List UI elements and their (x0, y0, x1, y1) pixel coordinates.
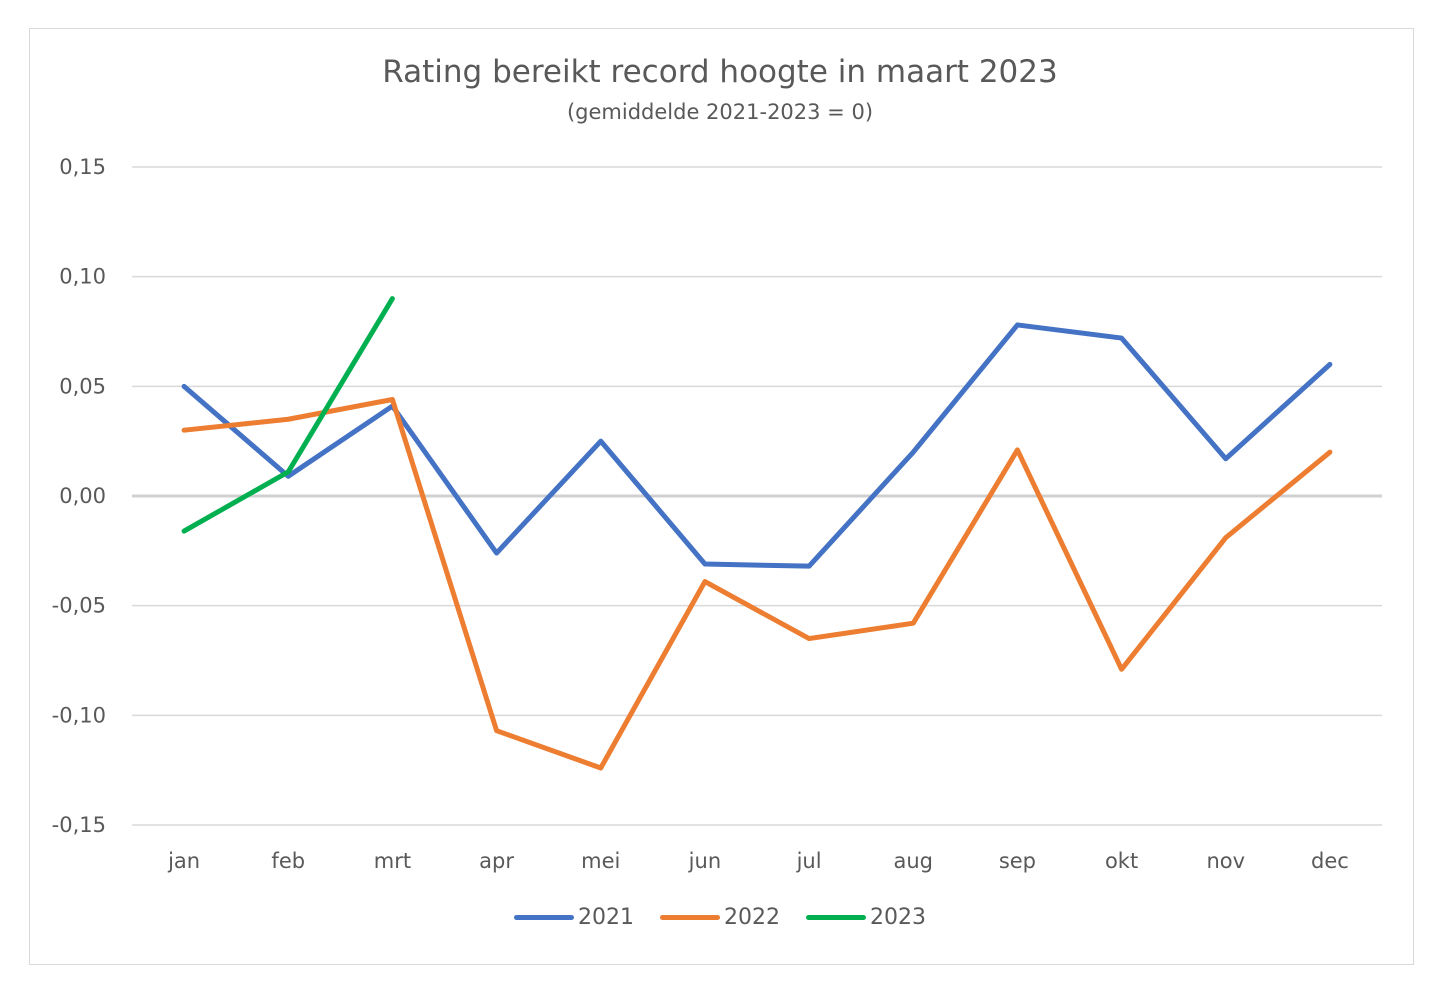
y-tick-label: -0,15 (52, 813, 106, 837)
legend-swatch (660, 915, 720, 920)
legend-label: 2022 (724, 905, 780, 930)
x-tick-label: sep (999, 849, 1036, 873)
y-tick-label: 0,15 (59, 155, 106, 179)
legend-item-2023: 2023 (806, 905, 926, 930)
legend-item-2021: 2021 (514, 905, 634, 930)
legend-label: 2023 (870, 905, 926, 930)
x-tick-label: jun (688, 849, 721, 873)
x-tick-label: mrt (374, 849, 411, 873)
legend-item-2022: 2022 (660, 905, 780, 930)
x-tick-label: dec (1311, 849, 1349, 873)
y-tick-label: -0,10 (52, 703, 106, 727)
x-tick-label: mei (581, 849, 620, 873)
chart-title: Rating bereikt record hoogte in maart 20… (382, 54, 1058, 90)
chart-legend: 2021 2022 2023 (0, 905, 1440, 930)
x-tick-label: feb (271, 849, 305, 873)
x-tick-label: okt (1105, 849, 1138, 873)
y-tick-label: 0,10 (59, 265, 106, 289)
legend-swatch (806, 915, 866, 920)
legend-swatch (514, 915, 574, 920)
x-tick-label: aug (893, 849, 933, 873)
series-line-2021 (181, 322, 1333, 569)
y-tick-label: 0,00 (59, 484, 106, 508)
y-tick-label: 0,05 (59, 374, 106, 398)
x-tick-label: nov (1206, 849, 1245, 873)
x-tick-label: apr (479, 849, 514, 873)
legend-label: 2021 (578, 905, 634, 930)
chart-subtitle: (gemiddelde 2021-2023 = 0) (566, 100, 874, 124)
series-line-2022 (181, 396, 1333, 771)
x-tick-label: jan (167, 849, 200, 873)
series-line-2023 (181, 296, 395, 534)
x-tick-label: jul (796, 849, 822, 873)
y-tick-label: -0,05 (52, 594, 106, 618)
